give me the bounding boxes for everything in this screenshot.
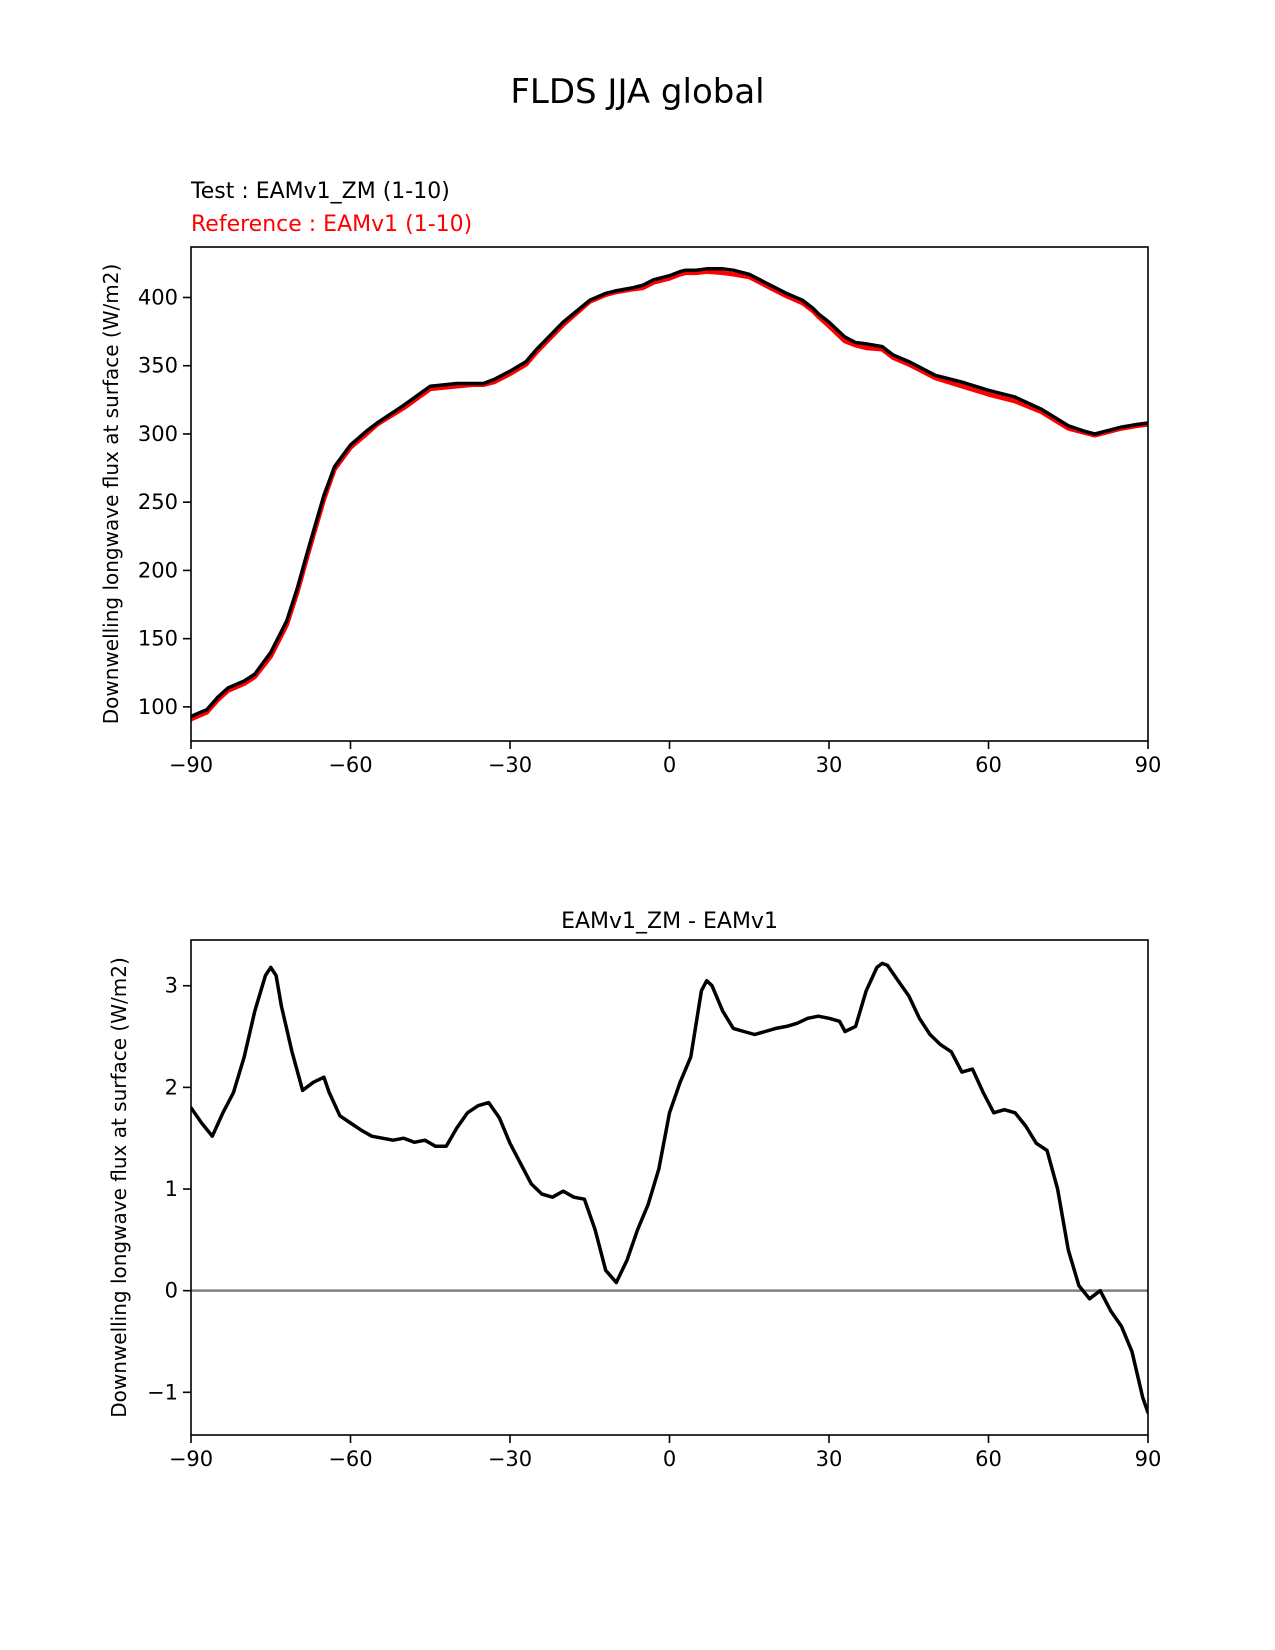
x-tick-label: −90 [169, 1447, 213, 1471]
x-tick-label: 60 [975, 1447, 1002, 1471]
x-tick-label: −60 [328, 1447, 372, 1471]
axes-frame [190, 246, 1149, 742]
x-tick-label: 0 [663, 1447, 676, 1471]
y-axis-label: Downwelling longwave flux at surface (W/… [99, 264, 123, 725]
y-tick-label: −1 [147, 1380, 178, 1404]
x-tick-label: −30 [488, 1447, 532, 1471]
y-tick-label: 2 [165, 1075, 178, 1099]
reference-title: Reference : EAMv1 (1-10) [191, 212, 472, 237]
test-title: Test : EAMv1_ZM (1-10) [190, 179, 450, 204]
y-tick-label: 100 [138, 695, 178, 719]
x-tick-label: 30 [816, 753, 843, 777]
figure-title: FLDS JJA global [510, 72, 765, 112]
series-line-primary [191, 961, 1148, 1415]
series-group [191, 267, 1148, 722]
bottom-panel-difference-chart: EAMv1_ZM - EAMv1 −90 −60 −30 0 30 60 90 −1 0 1 2 3 Do… [107, 909, 1161, 1471]
x-tick-label: 0 [663, 753, 676, 777]
x-tick-label: 90 [1135, 1447, 1162, 1471]
y-axis-label: Downwelling longwave flux at surface (W/… [107, 957, 131, 1418]
panel-title: EAMv1_ZM - EAMv1 [561, 909, 778, 934]
top-panel-line-chart: Test : EAMv1_ZM (1-10) Reference : EAMv1 … [99, 179, 1161, 777]
y-tick-label: 3 [165, 974, 178, 998]
series-line-primary [191, 267, 1148, 719]
axes-frame [190, 939, 1149, 1436]
y-tick-label: 300 [138, 422, 178, 446]
x-tick-label: −30 [488, 753, 532, 777]
y-tick-label: 1 [165, 1177, 178, 1201]
x-tick-label: 30 [816, 1447, 843, 1471]
series-line-secondary [191, 269, 1148, 722]
y-tick-label: 350 [138, 354, 178, 378]
y-tick-label: 200 [138, 558, 178, 582]
y-tick-label: 250 [138, 490, 178, 514]
x-tick-label: −60 [328, 753, 372, 777]
series-group [191, 961, 1148, 1415]
x-tick-label: 60 [975, 753, 1002, 777]
y-tick-label: 400 [138, 285, 178, 309]
y-tick-label: 150 [138, 627, 178, 651]
x-tick-label: −90 [169, 753, 213, 777]
x-tick-label: 90 [1135, 753, 1162, 777]
y-tick-label: 0 [165, 1279, 178, 1303]
